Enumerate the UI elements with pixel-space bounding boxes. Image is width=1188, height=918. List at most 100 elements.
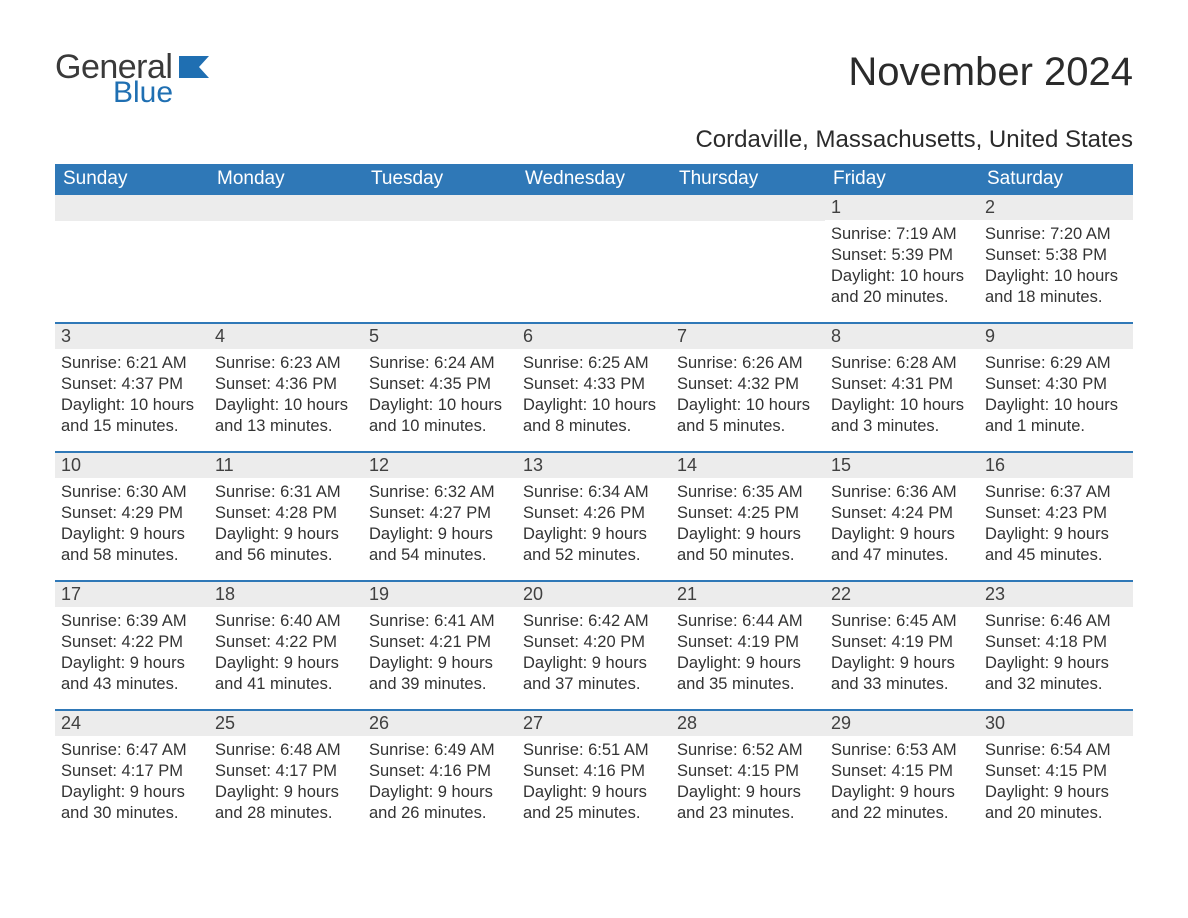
sunset-line: Sunset: 4:25 PM <box>677 503 819 524</box>
daylight-line: Daylight: 10 hours and 20 minutes. <box>831 266 973 308</box>
day-header: Monday <box>209 164 363 195</box>
day-number-empty <box>671 195 825 221</box>
day-number: 8 <box>825 324 979 349</box>
daylight-line: Daylight: 9 hours and 47 minutes. <box>831 524 973 566</box>
day-details: Sunrise: 6:31 AMSunset: 4:28 PMDaylight:… <box>209 478 363 566</box>
day-number-empty <box>363 195 517 221</box>
calendar-day: 4Sunrise: 6:23 AMSunset: 4:36 PMDaylight… <box>209 324 363 452</box>
day-number: 30 <box>979 711 1133 736</box>
sunrise-line: Sunrise: 6:45 AM <box>831 611 973 632</box>
sunrise-line: Sunrise: 6:46 AM <box>985 611 1127 632</box>
calendar-day: 13Sunrise: 6:34 AMSunset: 4:26 PMDayligh… <box>517 453 671 581</box>
sunrise-line: Sunrise: 6:39 AM <box>61 611 203 632</box>
sunrise-line: Sunrise: 6:28 AM <box>831 353 973 374</box>
calendar-day: 19Sunrise: 6:41 AMSunset: 4:21 PMDayligh… <box>363 582 517 710</box>
calendar-day: 30Sunrise: 6:54 AMSunset: 4:15 PMDayligh… <box>979 711 1133 839</box>
calendar-week: 10Sunrise: 6:30 AMSunset: 4:29 PMDayligh… <box>55 453 1133 581</box>
sunset-line: Sunset: 4:29 PM <box>61 503 203 524</box>
brand-logo: General Blue <box>55 50 209 108</box>
sunrise-line: Sunrise: 6:40 AM <box>215 611 357 632</box>
day-number: 11 <box>209 453 363 478</box>
calendar-day: 29Sunrise: 6:53 AMSunset: 4:15 PMDayligh… <box>825 711 979 839</box>
day-details: Sunrise: 6:29 AMSunset: 4:30 PMDaylight:… <box>979 349 1133 437</box>
calendar-day: 17Sunrise: 6:39 AMSunset: 4:22 PMDayligh… <box>55 582 209 710</box>
sunset-line: Sunset: 4:21 PM <box>369 632 511 653</box>
calendar-day: 18Sunrise: 6:40 AMSunset: 4:22 PMDayligh… <box>209 582 363 710</box>
daylight-line: Daylight: 9 hours and 33 minutes. <box>831 653 973 695</box>
day-details: Sunrise: 6:54 AMSunset: 4:15 PMDaylight:… <box>979 736 1133 824</box>
day-header: Sunday <box>55 164 209 195</box>
day-number: 16 <box>979 453 1133 478</box>
sunrise-line: Sunrise: 6:53 AM <box>831 740 973 761</box>
calendar-day: 28Sunrise: 6:52 AMSunset: 4:15 PMDayligh… <box>671 711 825 839</box>
day-number: 21 <box>671 582 825 607</box>
daylight-line: Daylight: 9 hours and 54 minutes. <box>369 524 511 566</box>
daylight-line: Daylight: 10 hours and 3 minutes. <box>831 395 973 437</box>
day-details: Sunrise: 7:19 AMSunset: 5:39 PMDaylight:… <box>825 220 979 308</box>
calendar-day: 25Sunrise: 6:48 AMSunset: 4:17 PMDayligh… <box>209 711 363 839</box>
day-details: Sunrise: 6:52 AMSunset: 4:15 PMDaylight:… <box>671 736 825 824</box>
calendar-day: 5Sunrise: 6:24 AMSunset: 4:35 PMDaylight… <box>363 324 517 452</box>
day-details: Sunrise: 6:36 AMSunset: 4:24 PMDaylight:… <box>825 478 979 566</box>
sunrise-line: Sunrise: 6:21 AM <box>61 353 203 374</box>
daylight-line: Daylight: 10 hours and 13 minutes. <box>215 395 357 437</box>
daylight-line: Daylight: 9 hours and 35 minutes. <box>677 653 819 695</box>
day-details: Sunrise: 6:40 AMSunset: 4:22 PMDaylight:… <box>209 607 363 695</box>
sunset-line: Sunset: 4:27 PM <box>369 503 511 524</box>
day-header: Wednesday <box>517 164 671 195</box>
sunset-line: Sunset: 4:33 PM <box>523 374 665 395</box>
sunset-line: Sunset: 4:16 PM <box>369 761 511 782</box>
sunset-line: Sunset: 4:37 PM <box>61 374 203 395</box>
sunset-line: Sunset: 4:31 PM <box>831 374 973 395</box>
day-details: Sunrise: 6:47 AMSunset: 4:17 PMDaylight:… <box>55 736 209 824</box>
calendar-day: 16Sunrise: 6:37 AMSunset: 4:23 PMDayligh… <box>979 453 1133 581</box>
day-number: 2 <box>979 195 1133 220</box>
calendar-table: SundayMondayTuesdayWednesdayThursdayFrid… <box>55 164 1133 839</box>
sunset-line: Sunset: 4:15 PM <box>831 761 973 782</box>
day-number: 27 <box>517 711 671 736</box>
day-number: 18 <box>209 582 363 607</box>
daylight-line: Daylight: 9 hours and 39 minutes. <box>369 653 511 695</box>
day-details: Sunrise: 6:49 AMSunset: 4:16 PMDaylight:… <box>363 736 517 824</box>
sunrise-line: Sunrise: 6:54 AM <box>985 740 1127 761</box>
day-number: 3 <box>55 324 209 349</box>
calendar-body: 1Sunrise: 7:19 AMSunset: 5:39 PMDaylight… <box>55 195 1133 839</box>
day-number: 9 <box>979 324 1133 349</box>
calendar-week: 1Sunrise: 7:19 AMSunset: 5:39 PMDaylight… <box>55 195 1133 323</box>
calendar-day: 2Sunrise: 7:20 AMSunset: 5:38 PMDaylight… <box>979 195 1133 323</box>
sunset-line: Sunset: 4:17 PM <box>61 761 203 782</box>
daylight-line: Daylight: 9 hours and 25 minutes. <box>523 782 665 824</box>
day-number: 12 <box>363 453 517 478</box>
day-details: Sunrise: 6:30 AMSunset: 4:29 PMDaylight:… <box>55 478 209 566</box>
daylight-line: Daylight: 9 hours and 41 minutes. <box>215 653 357 695</box>
calendar-day: 8 Sunrise: 6:28 AMSunset: 4:31 PMDaylight… <box>825 324 979 452</box>
sunrise-line: Sunrise: 7:19 AM <box>831 224 973 245</box>
day-number: 6 <box>517 324 671 349</box>
day-details: Sunrise: 6:53 AMSunset: 4:15 PMDaylight:… <box>825 736 979 824</box>
sunset-line: Sunset: 4:20 PM <box>523 632 665 653</box>
daylight-line: Daylight: 9 hours and 28 minutes. <box>215 782 357 824</box>
day-number: 20 <box>517 582 671 607</box>
sunset-line: Sunset: 5:38 PM <box>985 245 1127 266</box>
location-subtitle: Cordaville, Massachusetts, United States <box>55 126 1133 154</box>
sunrise-line: Sunrise: 6:24 AM <box>369 353 511 374</box>
sunset-line: Sunset: 4:18 PM <box>985 632 1127 653</box>
calendar-week: 24Sunrise: 6:47 AMSunset: 4:17 PMDayligh… <box>55 711 1133 839</box>
day-details: Sunrise: 6:21 AMSunset: 4:37 PMDaylight:… <box>55 349 209 437</box>
sunrise-line: Sunrise: 6:44 AM <box>677 611 819 632</box>
daylight-line: Daylight: 9 hours and 50 minutes. <box>677 524 819 566</box>
sunset-line: Sunset: 4:30 PM <box>985 374 1127 395</box>
day-number: 22 <box>825 582 979 607</box>
daylight-line: Daylight: 10 hours and 1 minute. <box>985 395 1127 437</box>
day-details: Sunrise: 6:46 AMSunset: 4:18 PMDaylight:… <box>979 607 1133 695</box>
day-number: 4 <box>209 324 363 349</box>
calendar-day: 14Sunrise: 6:35 AMSunset: 4:25 PMDayligh… <box>671 453 825 581</box>
sunrise-line: Sunrise: 6:34 AM <box>523 482 665 503</box>
brand-word-2: Blue <box>113 78 209 108</box>
calendar-day: 11Sunrise: 6:31 AMSunset: 4:28 PMDayligh… <box>209 453 363 581</box>
daylight-line: Daylight: 9 hours and 58 minutes. <box>61 524 203 566</box>
daylight-line: Daylight: 10 hours and 15 minutes. <box>61 395 203 437</box>
sunrise-line: Sunrise: 6:37 AM <box>985 482 1127 503</box>
sunrise-line: Sunrise: 6:49 AM <box>369 740 511 761</box>
day-header: Thursday <box>671 164 825 195</box>
